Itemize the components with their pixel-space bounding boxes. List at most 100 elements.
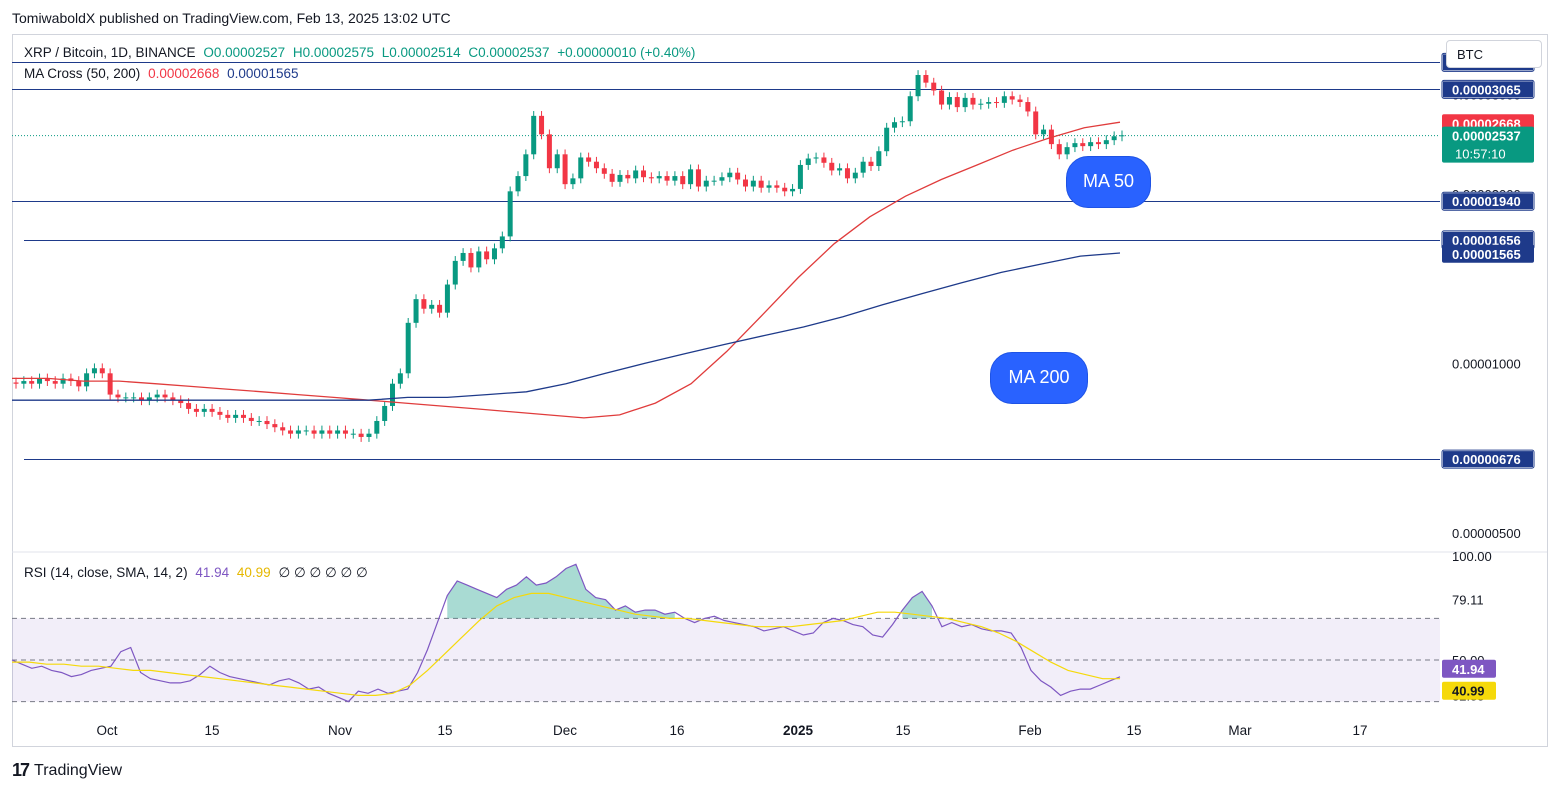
candle-body xyxy=(1001,96,1007,103)
candle-body xyxy=(625,174,631,179)
time-axis-tick-label: 15 xyxy=(895,723,910,738)
candle-body xyxy=(711,180,717,182)
candle-body xyxy=(311,430,317,434)
candle-body xyxy=(303,430,309,432)
candle-body xyxy=(570,178,576,185)
candle-body xyxy=(1056,144,1062,155)
candle-body xyxy=(193,408,199,412)
rsi-value-tag xyxy=(1442,659,1496,678)
candle-body xyxy=(515,176,521,192)
rsi-value-tag-label: 41.94 xyxy=(1452,662,1485,677)
candle-body xyxy=(648,177,654,179)
candle-body xyxy=(358,433,364,437)
candle-body xyxy=(970,97,976,105)
price-axis-tick-label: 0.00001000 xyxy=(1452,356,1521,371)
level-price-tag-fill xyxy=(1443,451,1533,468)
candle-body xyxy=(240,414,246,418)
candle-body xyxy=(491,248,497,260)
candle-body xyxy=(146,397,152,401)
candle-body xyxy=(601,168,607,174)
candle-body xyxy=(578,157,584,179)
level-price-tag-fill xyxy=(1443,193,1533,210)
candle-body xyxy=(350,433,356,435)
candle-body xyxy=(288,430,294,434)
candle-body xyxy=(735,172,741,180)
candle-body xyxy=(29,381,35,384)
candle-body xyxy=(539,115,545,135)
tradingview-logo[interactable]: 17 TradingView xyxy=(12,760,122,781)
candle-body xyxy=(1088,142,1094,147)
level-price-tag-label: 0.00001940 xyxy=(1452,194,1521,209)
currency-button[interactable]: BTC xyxy=(1446,40,1542,68)
candle-body xyxy=(821,157,827,163)
candle-body xyxy=(429,304,435,309)
candle-body xyxy=(805,158,811,165)
time-axis-tick-label: 15 xyxy=(437,723,452,738)
candle-body xyxy=(766,185,772,188)
candle-body xyxy=(1064,147,1070,155)
candle-body xyxy=(993,102,999,104)
candle-body xyxy=(593,161,599,169)
price-tag-label: 0.00001565 xyxy=(1452,247,1521,262)
time-axis-tick-label: Feb xyxy=(1018,723,1041,738)
candle-body xyxy=(499,236,505,249)
candle-body xyxy=(217,411,223,415)
candle-body xyxy=(695,169,701,187)
candle-body xyxy=(742,179,748,187)
ma50-annotation: MA 50 xyxy=(1066,156,1151,208)
candle-body xyxy=(233,414,239,418)
rsi-legend: RSI (14, close, SMA, 14, 2) 41.94 40.99 … xyxy=(24,565,372,581)
candle-body xyxy=(884,127,890,152)
price-legend: XRP / Bitcoin, 1D, BINANCE O0.00002527 H… xyxy=(24,45,699,60)
candle-body xyxy=(1072,143,1078,148)
rsi-overbought-fill xyxy=(902,591,933,619)
rsi-axis-tick-label: 79.11 xyxy=(1452,592,1484,607)
time-axis-tick-label: Dec xyxy=(553,723,577,738)
candle-body xyxy=(186,403,192,409)
candle-body xyxy=(1095,142,1101,145)
ma200-legend-value: 0.00001565 xyxy=(227,66,299,81)
candle-body xyxy=(99,368,105,374)
candle-body xyxy=(115,394,121,398)
candle-body xyxy=(123,397,129,399)
price-axis-tick-label: 0.00000500 xyxy=(1452,526,1521,541)
candle-body xyxy=(405,322,411,374)
ma-indicator-label[interactable]: MA Cross (50, 200) xyxy=(24,66,141,81)
candle-body xyxy=(335,430,341,434)
candle-body xyxy=(797,164,803,189)
candle-body xyxy=(680,176,686,185)
candle-body xyxy=(91,368,97,374)
candle-body xyxy=(162,394,168,398)
candle-body xyxy=(633,170,639,179)
candle-body xyxy=(390,383,396,406)
candle-body xyxy=(139,397,145,401)
rsi-indicator-label[interactable]: RSI (14, close, SMA, 14, 2) xyxy=(24,565,188,580)
candle-body xyxy=(170,397,176,401)
candle-body xyxy=(52,381,58,384)
candle-body xyxy=(986,102,992,104)
time-axis-tick-label: 16 xyxy=(669,723,684,738)
candle-body xyxy=(664,176,670,181)
candle-body xyxy=(688,169,694,185)
candle-body xyxy=(703,180,709,187)
candle-body xyxy=(1017,99,1023,103)
candle-body xyxy=(876,151,882,167)
symbol-label[interactable]: XRP / Bitcoin, 1D, BINANCE xyxy=(24,45,196,60)
candle-body xyxy=(421,299,427,309)
candle-body xyxy=(829,162,835,171)
rsi-overbought-fill xyxy=(447,564,675,619)
candle-body xyxy=(1041,129,1047,135)
candle-body xyxy=(248,417,254,421)
candle-body xyxy=(13,382,19,384)
time-axis-tick-label: Nov xyxy=(328,723,352,738)
candle-body xyxy=(264,420,270,425)
candle-body xyxy=(280,427,286,431)
candle-body xyxy=(813,157,819,159)
level-price-tag-fill xyxy=(1443,231,1533,248)
rsi-axis-tick-label: 100.00 xyxy=(1452,549,1492,564)
candle-body xyxy=(962,97,968,108)
candle-body xyxy=(978,103,984,105)
candle-body xyxy=(546,134,552,169)
candle-body xyxy=(672,176,678,181)
